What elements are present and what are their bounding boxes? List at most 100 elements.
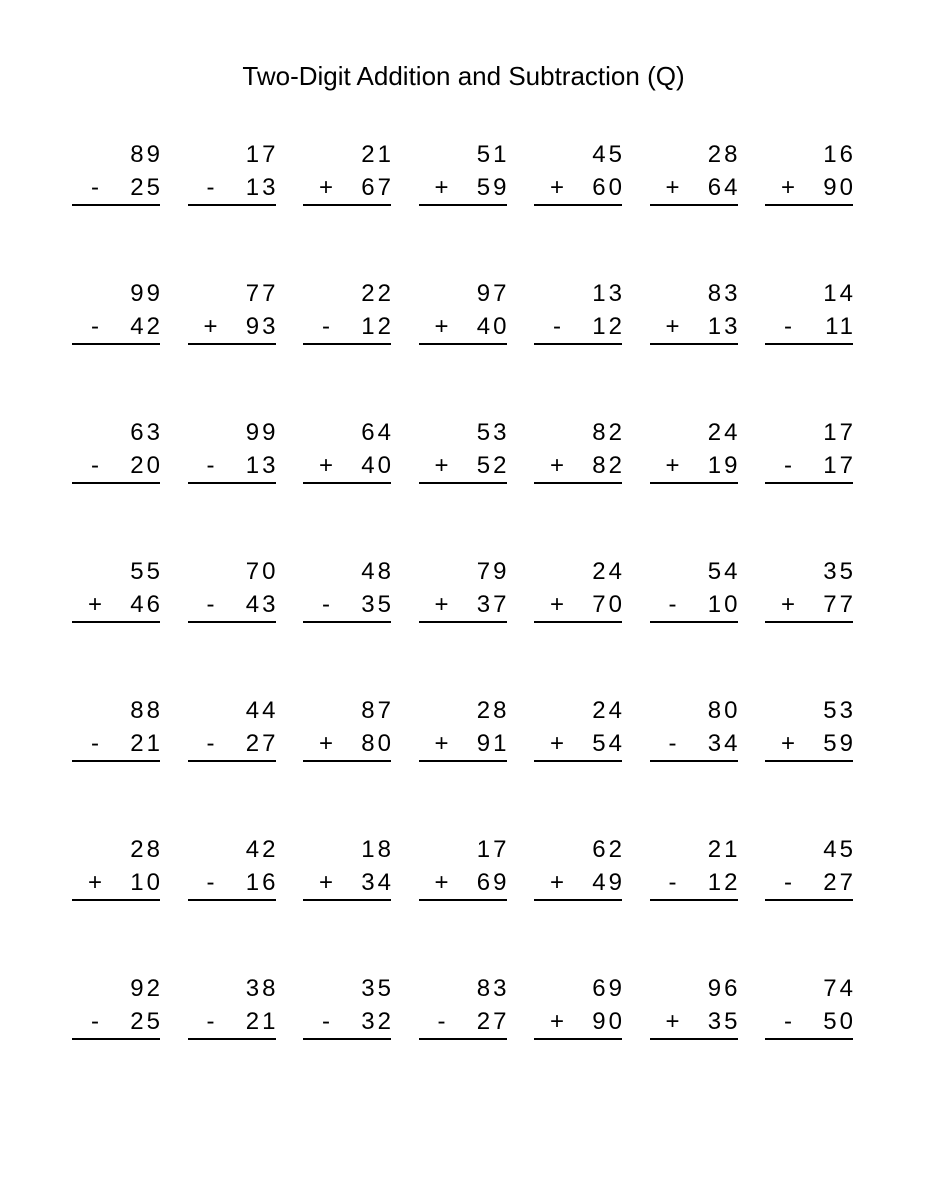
problem-bottom-line: - 16 bbox=[188, 866, 276, 899]
math-problem: 24 + 70 bbox=[534, 555, 622, 623]
problem-bottom-line: + 80 bbox=[303, 727, 391, 760]
problem-top-line: 74 bbox=[765, 972, 853, 1005]
bottom-operand: 10 bbox=[707, 591, 741, 618]
problem-top-line: 42 bbox=[188, 833, 276, 866]
top-operand: 77 bbox=[245, 280, 279, 307]
problem-top-line: 92 bbox=[72, 972, 160, 1005]
math-problem: 55 + 46 bbox=[72, 555, 160, 623]
top-operand: 45 bbox=[823, 836, 856, 863]
top-operand: 55 bbox=[130, 558, 163, 585]
bottom-operand: 27 bbox=[245, 730, 279, 757]
problem-top-line: 45 bbox=[534, 138, 622, 171]
operator-sign: + bbox=[434, 174, 449, 201]
math-problem: 13 - 12 bbox=[534, 277, 622, 345]
top-operand: 92 bbox=[130, 975, 163, 1002]
top-operand: 14 bbox=[823, 280, 856, 307]
operator-sign: + bbox=[665, 174, 680, 201]
math-problem: 28 + 91 bbox=[418, 694, 510, 762]
problem-bottom-line: + 91 bbox=[419, 727, 510, 760]
bottom-operand: 12 bbox=[592, 313, 625, 340]
top-operand: 24 bbox=[707, 419, 741, 446]
problem-bottom-line: + 60 bbox=[534, 171, 622, 204]
bottom-operand: 91 bbox=[476, 730, 510, 757]
problem-top-line: 17 bbox=[419, 833, 507, 866]
math-problem: 79 + 37 bbox=[418, 555, 507, 623]
math-problem: 48 - 35 bbox=[303, 555, 391, 623]
operator-sign: + bbox=[318, 730, 333, 757]
operator-sign: - bbox=[437, 1008, 446, 1035]
top-operand: 97 bbox=[476, 280, 510, 307]
operator-sign: + bbox=[665, 1008, 680, 1035]
bottom-operand: 60 bbox=[592, 174, 625, 201]
top-operand: 64 bbox=[361, 419, 394, 446]
problem-top-line: 13 bbox=[534, 277, 622, 310]
operator-sign: + bbox=[318, 869, 333, 896]
top-operand: 53 bbox=[476, 419, 510, 446]
bottom-operand: 46 bbox=[130, 591, 163, 618]
operator-sign: + bbox=[318, 174, 333, 201]
operator-sign: + bbox=[434, 869, 449, 896]
operator-sign: - bbox=[668, 730, 677, 757]
top-operand: 18 bbox=[361, 836, 394, 863]
operator-sign: + bbox=[549, 730, 564, 757]
problem-top-line: 63 bbox=[72, 416, 160, 449]
problem-top-line: 87 bbox=[303, 694, 391, 727]
problem-top-line: 64 bbox=[303, 416, 391, 449]
bottom-operand: 93 bbox=[245, 313, 279, 340]
problem-top-line: 16 bbox=[765, 138, 853, 171]
problem-bottom-line: - 43 bbox=[188, 588, 276, 621]
operator-sign: - bbox=[206, 1008, 215, 1035]
bottom-operand: 25 bbox=[130, 174, 163, 201]
problem-top-line: 17 bbox=[188, 138, 276, 171]
problem-bottom-line: - 13 bbox=[188, 171, 276, 204]
math-problem: 18 + 34 bbox=[303, 833, 391, 901]
top-operand: 21 bbox=[361, 141, 394, 168]
math-problem: 99 - 13 bbox=[187, 416, 276, 484]
bottom-operand: 34 bbox=[707, 730, 741, 757]
bottom-operand: 16 bbox=[245, 869, 279, 896]
bottom-operand: 13 bbox=[245, 174, 279, 201]
bottom-operand: 90 bbox=[823, 174, 856, 201]
operator-sign: + bbox=[780, 174, 795, 201]
top-operand: 82 bbox=[592, 419, 625, 446]
operator-sign: + bbox=[434, 591, 449, 618]
bottom-operand: 69 bbox=[476, 869, 510, 896]
problem-top-line: 99 bbox=[188, 416, 276, 449]
bottom-operand: 49 bbox=[592, 869, 625, 896]
operator-sign: + bbox=[434, 730, 449, 757]
operator-sign: - bbox=[206, 174, 215, 201]
problem-top-line: 35 bbox=[303, 972, 391, 1005]
problem-top-line: 21 bbox=[650, 833, 738, 866]
problem-top-line: 80 bbox=[650, 694, 738, 727]
top-operand: 79 bbox=[476, 558, 510, 585]
problem-top-line: 28 bbox=[72, 833, 160, 866]
problem-bottom-line: - 34 bbox=[650, 727, 738, 760]
top-operand: 28 bbox=[707, 141, 741, 168]
bottom-operand: 27 bbox=[823, 869, 856, 896]
math-problem: 51 + 59 bbox=[418, 138, 507, 206]
problem-bottom-line: + 70 bbox=[534, 588, 622, 621]
math-problem: 45 + 60 bbox=[534, 138, 622, 206]
problem-top-line: 28 bbox=[419, 694, 507, 727]
problem-bottom-line: + 59 bbox=[419, 171, 506, 204]
top-operand: 24 bbox=[592, 558, 625, 585]
problem-top-line: 77 bbox=[188, 277, 276, 310]
bottom-operand: 21 bbox=[245, 1008, 279, 1035]
problem-top-line: 69 bbox=[534, 972, 622, 1005]
problem-bottom-line: + 13 bbox=[650, 310, 737, 343]
problem-top-line: 22 bbox=[303, 277, 391, 310]
problem-bottom-line: + 77 bbox=[765, 588, 853, 621]
problem-bottom-line: + 49 bbox=[534, 866, 622, 899]
operator-sign: + bbox=[780, 591, 795, 618]
math-problem: 17 - 17 bbox=[765, 416, 853, 484]
operator-sign: - bbox=[322, 1008, 330, 1035]
bottom-operand: 21 bbox=[130, 730, 163, 757]
operator-sign: - bbox=[668, 591, 677, 618]
problem-bottom-line: - 10 bbox=[650, 588, 738, 621]
operator-sign: + bbox=[549, 452, 564, 479]
problem-top-line: 79 bbox=[419, 555, 507, 588]
math-problem: 21 + 67 bbox=[303, 138, 391, 206]
top-operand: 69 bbox=[592, 975, 625, 1002]
top-operand: 87 bbox=[361, 697, 394, 724]
math-problem: 88 - 21 bbox=[72, 694, 160, 762]
